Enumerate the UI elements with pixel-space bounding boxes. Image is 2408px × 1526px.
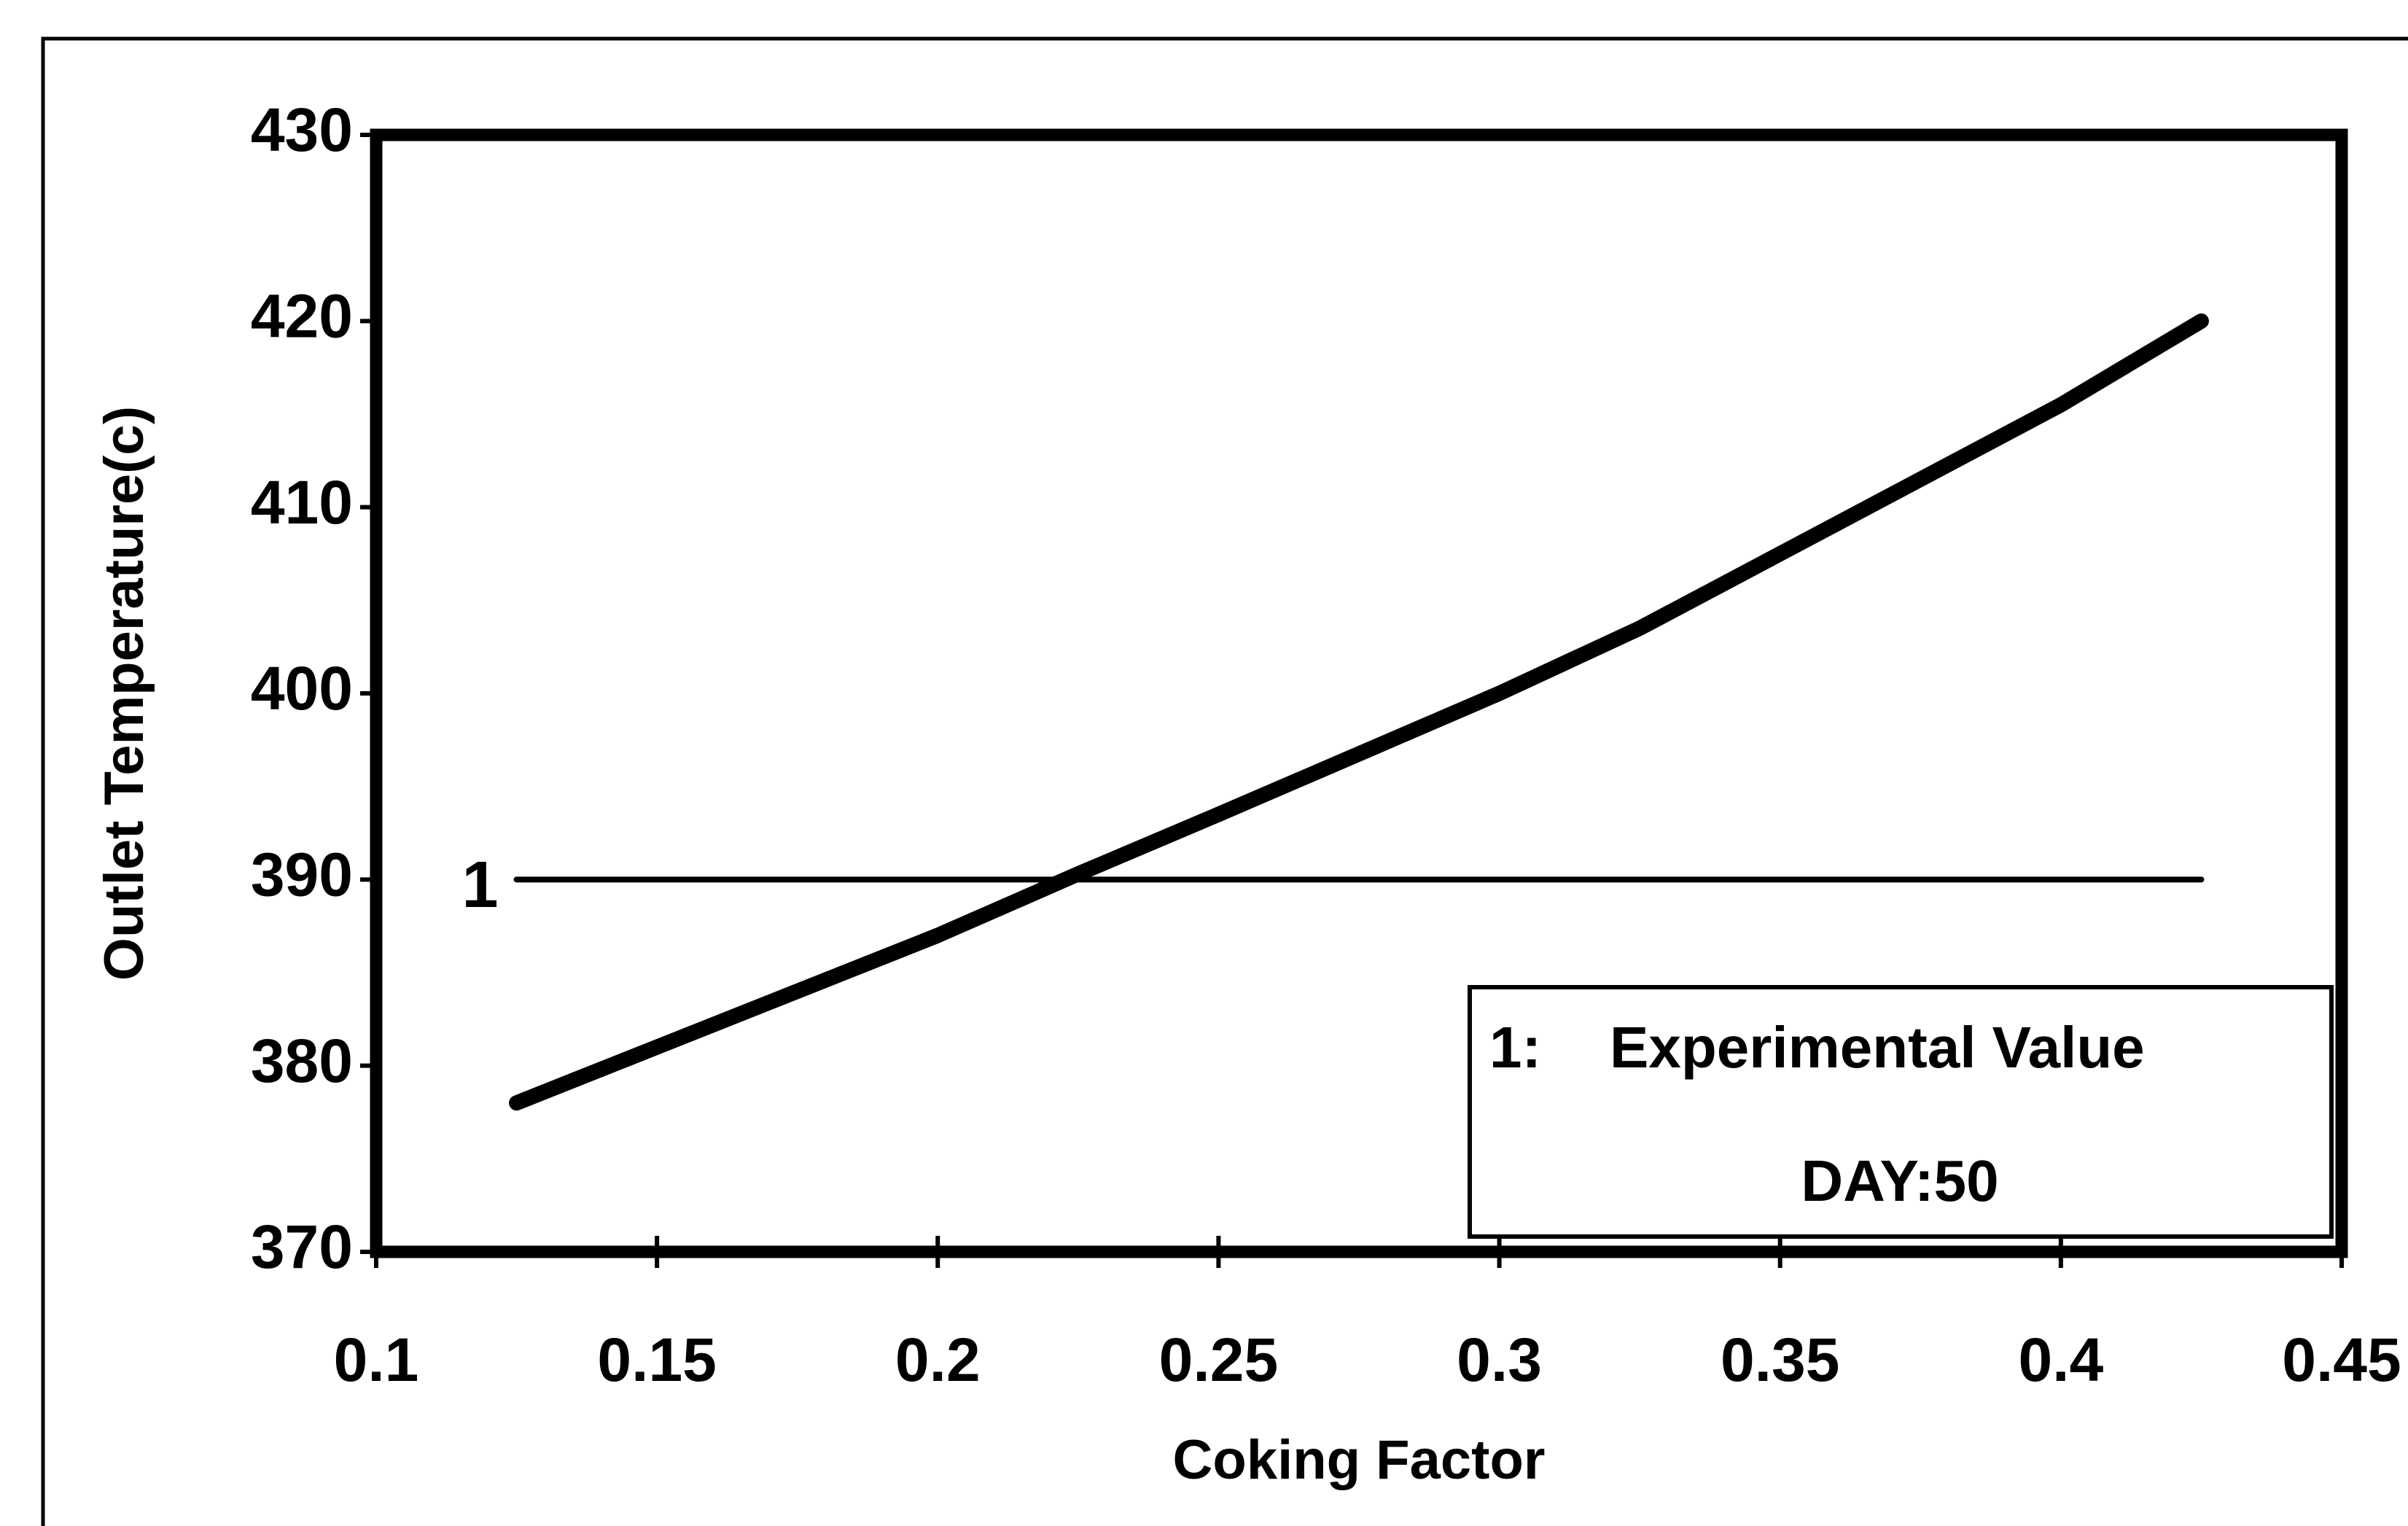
- data-line: [509, 313, 2209, 1111]
- y-tick-label: 410: [251, 468, 353, 537]
- x-tick-label: 0.2: [895, 1325, 981, 1394]
- y-tick-label: 430: [251, 96, 353, 164]
- x-tick-label: 0.35: [1721, 1325, 1840, 1394]
- x-tick-label: 0.25: [1159, 1325, 1279, 1394]
- x-tick-label: 0.15: [597, 1325, 717, 1394]
- x-tick-label: 0.1: [334, 1325, 419, 1394]
- outer-frame: [41, 36, 2408, 1526]
- x-tick-label: 0.4: [2018, 1325, 2103, 1394]
- x-tick-label: 0.3: [1457, 1325, 1542, 1394]
- x-axis-title: Coking Factor: [1173, 1429, 1546, 1491]
- legend-key: 1:: [1489, 1015, 1541, 1080]
- x-tick-label: 0.45: [2282, 1325, 2401, 1394]
- legend-label: Experimental Value: [1610, 1015, 2145, 1080]
- y-tick-label: 380: [251, 1027, 353, 1095]
- y-tick-label: 420: [251, 282, 353, 351]
- legend-note: DAY:50: [1801, 1148, 1998, 1213]
- y-tick-label: 400: [251, 654, 353, 723]
- y-tick-label: 390: [251, 841, 353, 909]
- y-tick-label: 370: [251, 1212, 353, 1281]
- line-label: 1: [462, 849, 499, 922]
- y-axis-title: Outlet Temperature(c): [93, 406, 155, 981]
- legend-box: [1468, 985, 2334, 1239]
